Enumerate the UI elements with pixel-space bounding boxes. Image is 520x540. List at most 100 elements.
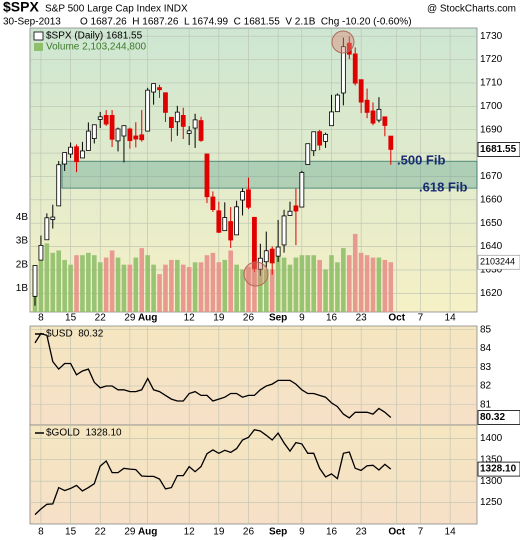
x-tick-label: 14 [445,527,457,538]
y-tick-label: 1630 [480,265,503,276]
candle-body [80,150,85,159]
y-tick-label: 85 [480,324,492,335]
volume-bar [169,259,174,312]
candle-body [180,115,186,127]
y-tick-label: 1720 [480,54,503,65]
candle-body [281,215,287,246]
last-volume-box [477,254,520,270]
candle-body [370,110,376,124]
x-tick-label: 7 [418,313,424,324]
volume-bar [222,259,228,312]
symbol: $SPX [3,0,39,15]
y-tick-label: 81 [480,399,492,410]
candle-body [198,120,204,141]
volume-bar [56,250,62,312]
volume-tick-label: 2B [16,259,29,270]
volume-bar [186,267,192,312]
candle-body [50,216,56,220]
volume-legend-swatch [34,43,43,51]
volume-bar [370,257,376,312]
candle-body [240,191,245,201]
volume-bar [228,250,233,312]
volume-bar [80,255,85,312]
candle-body [74,146,79,163]
volume-bar [246,267,251,312]
highlight-circle [243,261,269,287]
volume-bar [275,255,281,312]
volume-bar [109,250,115,312]
volume-bar [163,264,168,312]
legend-swatch [33,31,44,41]
y-tick-label: 83 [480,362,492,373]
usd-panel [29,325,478,426]
volume-bar [388,262,394,312]
last-value: 1681.55 [480,144,517,155]
candle-body [311,131,317,152]
candle-body [168,116,174,128]
x-tick-label: 16 [326,313,338,324]
candle-body [133,135,139,140]
volume-bar [139,248,145,312]
candle-body [358,79,364,103]
volume-bar [115,257,121,312]
candle-body [62,152,68,165]
volume-bar [157,274,162,312]
candle-body [139,134,145,141]
last-box [477,410,520,425]
candle-body [340,46,346,94]
candle-body [263,250,269,263]
volume-bar [192,262,198,312]
source: @ StockCharts.com [427,4,516,15]
volume-bar [317,259,322,312]
legend: $USD 80.32 [46,329,104,340]
volume-bar [263,269,269,312]
x-tick-label: Aug [138,313,157,324]
x-tick-label: 29 [124,313,136,324]
candle-body [317,131,323,146]
x-tick-label: Oct [388,313,405,324]
x-tick-label: 9 [299,527,305,538]
volume-bar [74,255,79,312]
volume-bar [240,269,245,312]
x-tick-label: 26 [243,313,255,324]
candle-body [299,172,305,208]
candle-body [305,143,311,165]
x-tick-label: Sep [269,527,287,538]
volume-bar [258,262,263,312]
candle-body [186,130,192,134]
x-tick-label: 15 [65,527,77,538]
volume-bar [92,255,97,312]
candle-body [174,111,180,123]
candle-body [192,119,198,129]
candle-body [56,164,62,207]
candle-body [335,94,340,113]
candle-body [275,246,281,257]
line [34,332,392,419]
volume-bar [323,269,328,312]
y-tick-label: 1690 [480,124,503,135]
candle-body [210,196,216,211]
highlight-circle [331,30,355,54]
candle-body [352,53,358,84]
volume-bar [352,233,358,312]
candle-body [293,205,299,212]
y-tick-label: 1250 [480,497,503,508]
candle-body [216,210,222,233]
volume-bar [346,255,352,312]
last-value: 1328.10 [480,464,517,475]
volume-bar [341,248,346,312]
volume-bar [62,259,67,312]
y-tick-label: 1620 [480,288,503,299]
x-tick-label: 23 [356,313,368,324]
y-tick-label: 1640 [480,241,503,252]
volume-bar [151,264,156,312]
candle-body [44,217,50,241]
volume-bar [376,257,382,312]
x-tick-label: 26 [243,527,255,538]
volume-bar [133,257,139,312]
x-tick-label: 9 [299,313,305,324]
x-tick-label: 22 [95,313,107,324]
y-tick-label: 1350 [480,454,503,465]
x-tick-label: 16 [326,527,338,538]
volume-bar [50,252,56,312]
